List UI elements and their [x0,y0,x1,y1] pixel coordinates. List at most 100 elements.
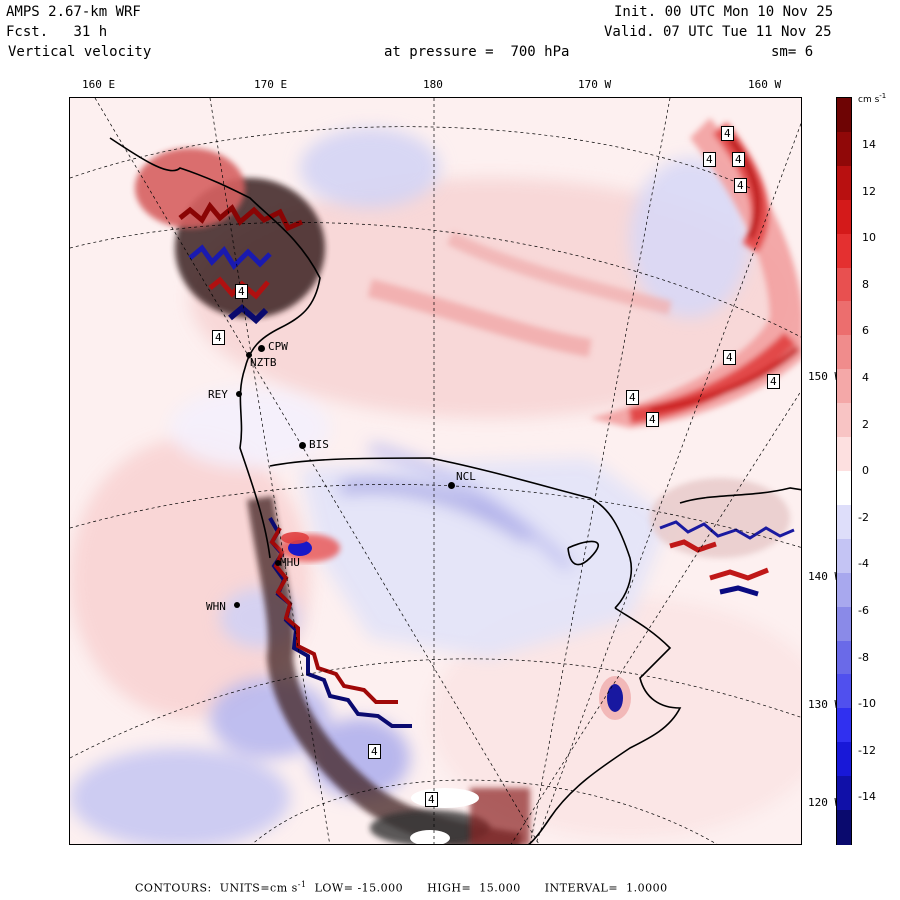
forecast-label: Fcst. 31 h [6,24,107,40]
colorbar-segment [837,674,851,710]
colorbar-segment [837,742,851,778]
graticule [70,98,801,844]
footer-interval-label: INTERVAL= [544,881,619,895]
lon-label-170e: 170 E [254,78,288,91]
colorbar-tick-label: 10 [862,231,876,245]
lon-label-160e: 160 E [82,78,116,91]
coastline [109,137,801,844]
lon-label-180: 180 [423,78,443,91]
contour-label: 4 [732,152,745,167]
footer-contours: CONTOURS: UNITS=cm s-1 LOW= -15.000 HIGH… [135,880,668,895]
smoothing: sm= 6 [771,44,814,60]
contour-label: 4 [734,178,747,193]
level-value: 700 hPa [510,44,570,60]
station-label-rey: REY [208,388,228,401]
footer-interval-value: 1.0000 [626,881,668,895]
vertical-velocity-map: 4 4 4 4 4 4 4 4 4 4 4 4 CPW NZTB REY BIS… [69,97,802,845]
level-label: at pressure = [384,44,494,60]
colorbar-segment [837,538,851,574]
model-title: AMPS 2.67-km WRF [6,4,141,20]
colorbar-tick-label: 6 [862,324,869,338]
colorbar-segment [837,165,851,201]
footer-units-exp: -1 [297,880,307,889]
contour-label: 4 [721,126,734,141]
colorbar-tick-label: -8 [858,650,869,664]
station-dot [448,482,455,489]
contour-label: 4 [723,350,736,365]
colorbar-tick-label: -6 [858,604,869,617]
colorbar-tick-label: 14 [862,138,876,151]
colorbar-segment [837,199,851,235]
station-dot [258,345,265,352]
colorbar-segment [837,572,851,608]
station-dot [234,602,240,608]
map-canvas [70,98,801,844]
lon-label-160w: 160 W [748,78,782,91]
field-mountains-east [599,478,795,720]
fcst-label: Fcst. [6,24,49,40]
contour-label: 4 [368,744,381,759]
variable-name: Vertical velocity [8,44,152,60]
colorbar-segment [837,403,851,439]
colorbar-tick-label: -10 [858,697,876,711]
colorbar-segment [837,233,851,269]
colorbar-segment [837,776,851,812]
contour-label: 4 [626,390,639,405]
colorbar-tick-label: -4 [858,557,869,571]
footer-contours-label: CONTOURS: [135,881,212,895]
footer-low-value: -15.000 [357,881,404,895]
colorbar-segment [837,98,851,133]
station-label-bis: BIS [309,438,329,451]
fcst-value: 31 h [73,24,108,40]
colorbar-tick-label: -2 [858,510,869,524]
footer-units-label: UNITS=cm s [219,881,298,895]
contour-label: 4 [703,152,716,167]
field-mountains-strip [247,496,530,844]
footer-high-value: 15.000 [479,881,521,895]
colorbar-segment [837,504,851,540]
station-label-ncl: NCL [456,470,476,483]
contour-label: 4 [767,374,780,389]
footer-low-label: LOW= [314,881,354,895]
colorbar-tick-label: 12 [862,184,876,198]
colorbar-tick-label: 2 [862,417,869,431]
colorbar-segment [837,437,851,472]
colorbar-segment [837,335,851,371]
valid-time: Valid. 07 UTC Tue 11 Nov 25 [604,24,832,40]
colorbar-segment [837,708,851,744]
contour-label: 4 [235,284,248,299]
colorbar-segment [837,471,851,506]
station-dot [275,560,281,566]
station-dot [246,352,252,358]
colorbar-tick-label: -14 [858,790,876,804]
station-label-mhu: MHU [280,556,300,569]
contour-label: 4 [646,412,659,427]
colorbar-segment [837,369,851,405]
field-ice-shelf [300,443,670,658]
colorbar-tick-label: 0 [862,464,869,478]
station-label-cpw: CPW [268,340,288,353]
station-dot [236,391,242,397]
init-time: Init. 00 UTC Mon 10 Nov 25 [614,4,834,20]
station-dot [299,442,306,449]
colorbar-segment [837,810,851,845]
station-label-nztb: NZTB [250,356,277,369]
contour-label: 4 [212,330,225,345]
lon-label-170w: 170 W [578,78,612,91]
colorbar-segment [837,267,851,303]
colorbar-units-exp: -1 [879,92,887,100]
footer-high-label: HIGH= [427,881,472,895]
contour-label: 4 [425,792,438,807]
colorbar-units-text: cm s [858,95,880,105]
colorbar-units: cm s-1 [858,92,886,105]
colorbar-tick-label: 4 [862,371,869,384]
colorbar-tick-label: -12 [858,743,876,757]
colorbar-segment [837,640,851,676]
colorbar-segment [837,301,851,337]
field-red-band [367,118,801,428]
colorbar-tick-label: 8 [862,277,869,291]
pressure-level: at pressure = 700 hPa [384,44,569,60]
colorbar-segment [837,606,851,642]
station-label-whn: WHN [206,600,226,613]
colorbar-segment [837,131,851,167]
